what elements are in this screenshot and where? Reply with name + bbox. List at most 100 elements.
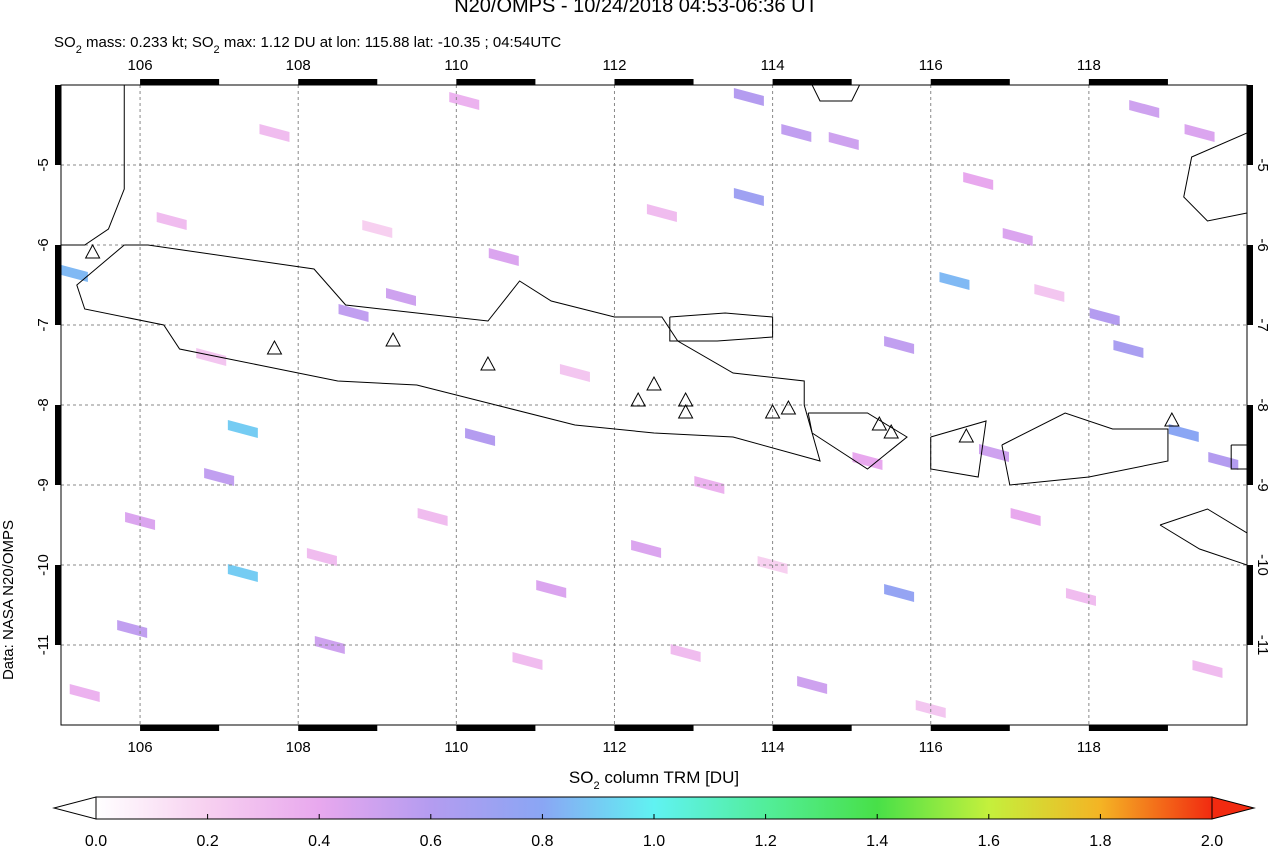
colorbar-tick-label: 0.4 <box>308 833 330 850</box>
y-tick-label: -8 <box>1254 398 1271 411</box>
subscript: 2 <box>214 44 220 56</box>
so2-pixel <box>306 548 337 566</box>
coastline <box>930 420 987 478</box>
volcano <box>677 403 694 419</box>
coastline <box>1159 508 1247 566</box>
text-part: SO <box>569 768 594 787</box>
volcano <box>958 427 975 443</box>
so2-pixel <box>488 248 519 266</box>
frame-bar <box>298 79 378 85</box>
frame-bar <box>55 405 61 485</box>
volcano <box>630 391 647 407</box>
coastline <box>669 312 774 342</box>
frame-bar <box>930 725 1010 731</box>
colorbar-tick-label: 2.0 <box>1201 833 1223 850</box>
colorbar-tick-label: 1.8 <box>1089 833 1111 850</box>
so2-pixel <box>259 124 290 142</box>
volcano <box>764 403 781 419</box>
frame-bar <box>1247 85 1253 165</box>
so2-pixel <box>1113 340 1144 358</box>
frame-bar <box>614 79 694 85</box>
frame-bar <box>614 725 694 731</box>
y-tick-label: -9 <box>1254 478 1271 491</box>
coastline <box>811 85 861 102</box>
frame-bar <box>140 79 220 85</box>
so2-pixel <box>852 452 883 470</box>
frame-bar <box>772 725 852 731</box>
text-part: mass: 0.233 kt; SO <box>82 34 214 51</box>
y-tick-label: -11 <box>35 635 52 656</box>
subscript: 2 <box>593 780 599 792</box>
subscript: 2 <box>76 44 82 56</box>
so2-pixel <box>963 172 994 190</box>
x-tick-label: 106 <box>128 57 153 74</box>
so2-pixel <box>196 348 227 366</box>
coastline <box>1230 444 1247 470</box>
volcano <box>1164 411 1180 427</box>
so2-pixel <box>536 580 567 598</box>
frame-bar <box>55 245 61 325</box>
x-tick-label: 114 <box>761 57 785 74</box>
colorbar-tick-label: 0.8 <box>531 833 553 850</box>
so2-pixel <box>512 652 543 670</box>
colorbar-label: SO2 column TRM [DU] <box>569 768 739 792</box>
colorbar-tick-label: 1.4 <box>866 833 888 850</box>
volcano <box>780 399 797 415</box>
text-part: column TRM [DU] <box>600 768 740 787</box>
x-tick-label: 118 <box>1077 739 1101 756</box>
volcano <box>84 243 101 259</box>
so2-pixel <box>385 288 416 306</box>
so2-pixel <box>631 540 662 558</box>
so2-pixel <box>797 676 828 694</box>
map-area <box>61 85 1247 725</box>
frame-bar <box>1088 725 1168 731</box>
coastline <box>76 244 821 462</box>
so2-pixel <box>69 684 100 702</box>
text-part: SO <box>54 34 76 51</box>
colorbar-over <box>1211 796 1256 820</box>
frame-bar <box>772 79 852 85</box>
y-tick-label: -6 <box>1254 238 1271 251</box>
coastline <box>1001 412 1169 486</box>
so2-pixel <box>1168 424 1199 442</box>
so2-pixel <box>338 304 369 322</box>
y-tick-label: -5 <box>35 158 52 171</box>
frame-bar <box>298 725 378 731</box>
volcano <box>883 423 900 439</box>
so2-pixel <box>156 212 187 230</box>
so2-pixel <box>1129 100 1160 118</box>
colorbar-tick-label: 0.0 <box>85 833 107 850</box>
so2-pixel <box>1002 228 1033 246</box>
x-tick-label: 108 <box>286 739 311 756</box>
y-tick-label: -5 <box>1254 158 1271 171</box>
frame-bar <box>1247 405 1253 485</box>
y-tick-label: -9 <box>35 478 52 491</box>
y-tick-label: -7 <box>35 318 52 331</box>
volcano <box>385 331 401 347</box>
so2-pixel <box>884 584 915 602</box>
coastline <box>1183 132 1247 222</box>
x-tick-label: 118 <box>1077 57 1101 74</box>
y-tick-label: -8 <box>35 398 52 411</box>
frame-bar <box>456 79 536 85</box>
x-tick-label: 112 <box>603 57 627 74</box>
y-tick-label: -10 <box>35 554 52 576</box>
so2-pixel <box>884 336 915 354</box>
so2-pixel <box>125 512 156 530</box>
so2-pixel <box>828 132 859 150</box>
volcano <box>646 375 662 391</box>
x-tick-label: 106 <box>128 739 153 756</box>
frame-bar <box>930 79 1010 85</box>
so2-pixel <box>733 88 764 106</box>
volcano <box>480 355 496 371</box>
so2-pixel <box>781 124 812 142</box>
x-tick-label: 110 <box>444 57 468 74</box>
so2-pixel <box>362 220 393 238</box>
so2-pixel <box>559 364 590 382</box>
text-part: max: 1.12 DU at lon: 115.88 lat: -10.35 … <box>220 34 562 51</box>
coastline <box>61 85 125 246</box>
so2-pixel <box>417 508 448 526</box>
so2-pixel <box>1065 588 1096 606</box>
colorbar-tick-label: 1.0 <box>643 833 665 850</box>
